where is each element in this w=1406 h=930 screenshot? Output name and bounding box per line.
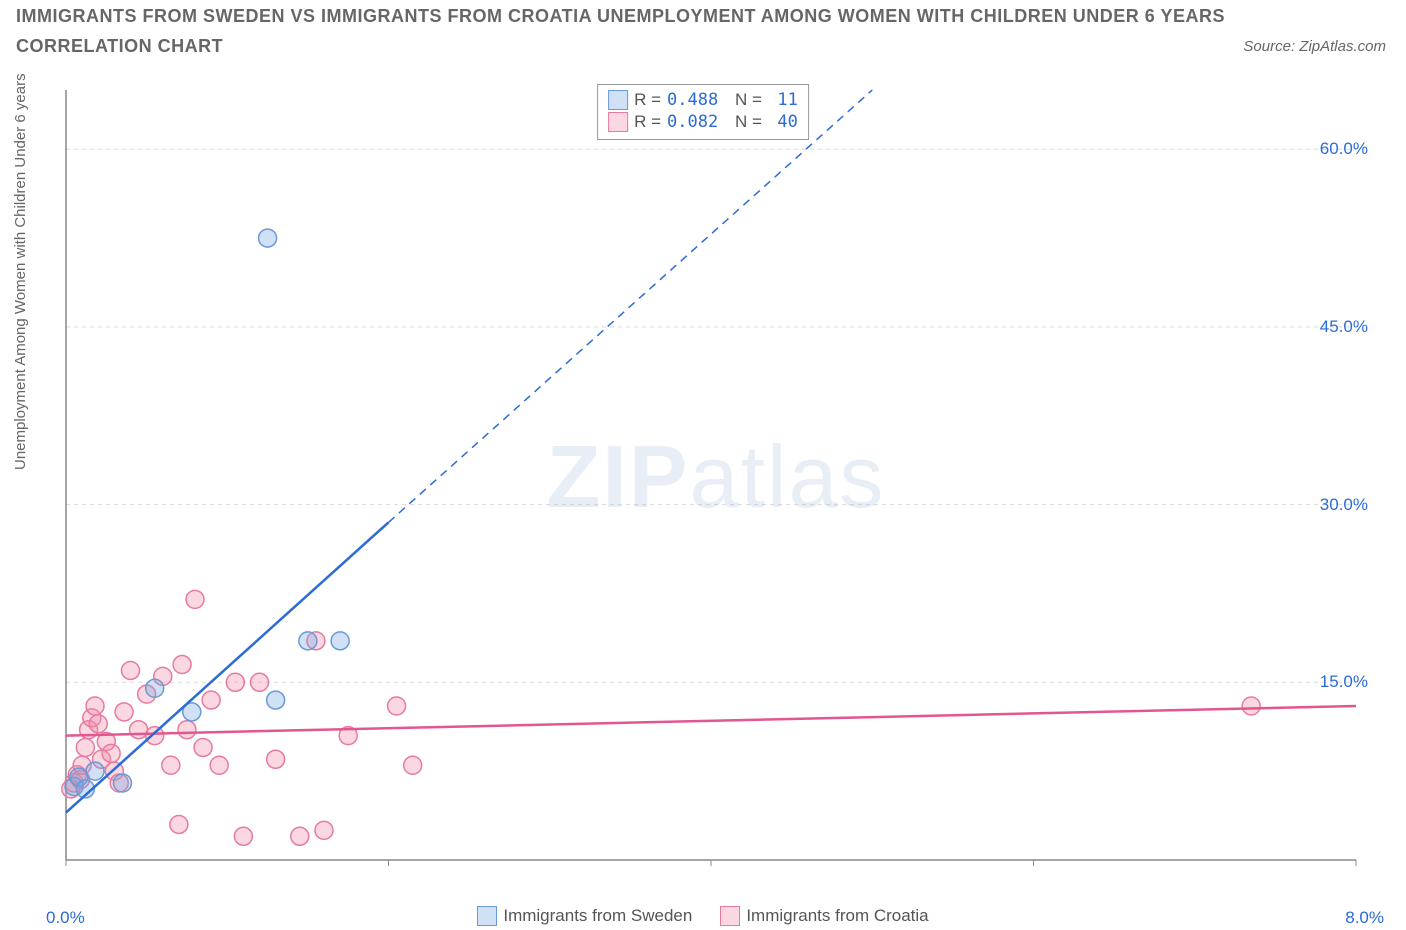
source-label: Source: (1243, 38, 1295, 55)
swatch-croatia (608, 112, 628, 132)
legend-swatch-sweden (477, 906, 497, 926)
legend-item-sweden: Immigrants from Sweden (477, 906, 692, 926)
chart-svg (46, 80, 1386, 890)
stats-legend: R = 0.488 N = 11 R = 0.082 N = 40 (597, 84, 809, 140)
stat-R-croatia: 0.082 (667, 111, 718, 133)
y-tick-15: 15.0% (1320, 672, 1368, 692)
stat-R-sweden: 0.488 (667, 89, 718, 111)
legend-item-croatia: Immigrants from Croatia (720, 906, 928, 926)
legend-label-sweden: Immigrants from Sweden (503, 906, 692, 926)
source-value: ZipAtlas.com (1299, 38, 1386, 55)
y-axis-label: Unemployment Among Women with Children U… (12, 73, 29, 470)
stats-row-sweden: R = 0.488 N = 11 (608, 89, 798, 111)
stat-N-croatia: 40 (768, 111, 798, 133)
legend-label-croatia: Immigrants from Croatia (746, 906, 928, 926)
stat-N-label: N = (735, 89, 762, 111)
source-attribution: Source: ZipAtlas.com (1243, 38, 1386, 55)
y-tick-45: 45.0% (1320, 317, 1368, 337)
stat-N-sweden: 11 (768, 89, 798, 111)
stats-row-croatia: R = 0.082 N = 40 (608, 111, 798, 133)
bottom-legend: Immigrants from Sweden Immigrants from C… (0, 906, 1406, 926)
stat-N-label2: N = (735, 111, 762, 133)
correlation-chart: ZIPatlas 60.0% 45.0% 30.0% 15.0% (46, 80, 1386, 890)
legend-swatch-croatia (720, 906, 740, 926)
chart-title-line1: IMMIGRANTS FROM SWEDEN VS IMMIGRANTS FRO… (16, 6, 1225, 27)
y-tick-60: 60.0% (1320, 139, 1368, 159)
x-tick-0: 0.0% (46, 908, 85, 928)
stat-R-label: R = (634, 89, 661, 111)
y-tick-30: 30.0% (1320, 495, 1368, 515)
stat-R-label2: R = (634, 111, 661, 133)
swatch-sweden (608, 90, 628, 110)
chart-title-line2: CORRELATION CHART (16, 36, 223, 57)
x-tick-8: 8.0% (1345, 908, 1384, 928)
